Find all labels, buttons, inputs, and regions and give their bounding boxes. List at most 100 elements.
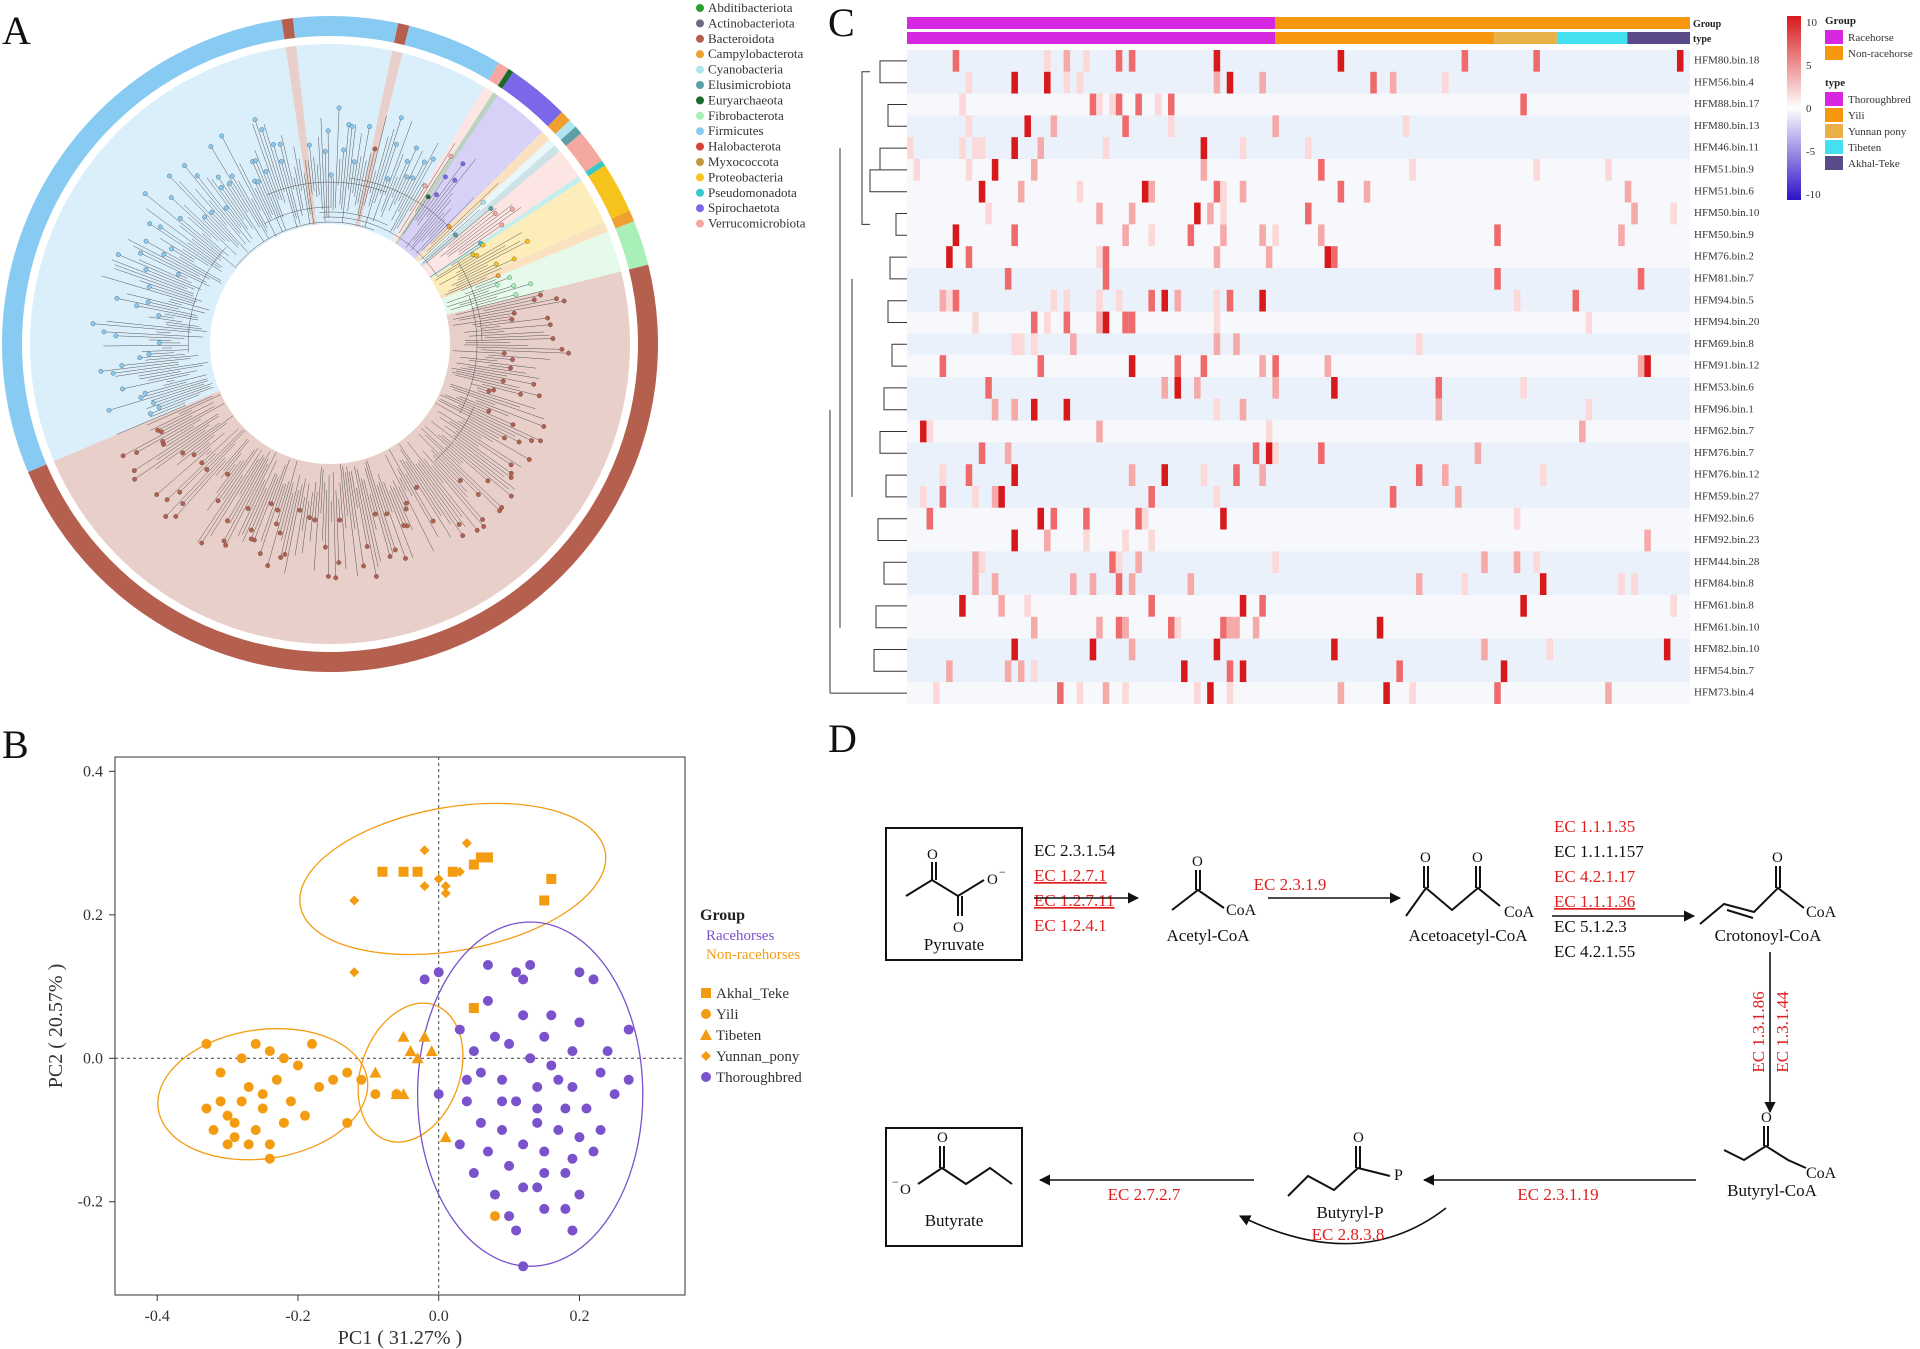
pca-point-yili-5	[257, 1089, 268, 1100]
tree-tip	[199, 540, 205, 546]
heatmap-cell	[1331, 246, 1338, 268]
heatmap-cell	[1213, 246, 1221, 268]
pca-point-thoroughbred-27	[623, 1074, 634, 1085]
pca-point-yunnan_pony-6	[349, 895, 360, 906]
heatmap-cell	[1044, 50, 1051, 72]
pca-point-thoroughbred-2	[482, 960, 493, 971]
heatmap-row-bg-6	[907, 180, 1690, 203]
tree-tip	[394, 142, 399, 147]
heatmap-cell	[1513, 507, 1521, 530]
heatmap-cell	[1030, 616, 1038, 639]
heatmap-row-label-3: HFM80.bin.13	[1694, 120, 1760, 132]
pca-ellipse-0	[299, 802, 607, 956]
pca-point-yili-1	[215, 1096, 226, 1107]
pca-point-tibeten-4	[369, 1066, 382, 1078]
colorbar-tick-1: 5	[1806, 60, 1812, 72]
heatmap-cell	[1259, 464, 1266, 486]
tree-tip	[325, 128, 331, 134]
pca-point-akhal_teke-2	[482, 852, 493, 863]
tree-tip	[414, 145, 419, 151]
pca-point-yili-16	[278, 1117, 289, 1128]
pca-plot-frame	[114, 756, 686, 1296]
tree-tip	[120, 453, 126, 459]
legend-dot-8	[696, 127, 704, 136]
group-bar-racehorse	[907, 17, 1276, 29]
legend-dot-3	[696, 50, 704, 59]
tree-tip	[146, 351, 152, 357]
pca-point-thoroughbred-6	[574, 967, 585, 978]
tree-branch-paths	[92, 107, 569, 578]
heatmap-cell	[1331, 377, 1338, 399]
heatmap-cell	[1220, 507, 1227, 530]
heatmap-cell	[1239, 137, 1247, 159]
heatmap-cell	[1135, 507, 1142, 530]
heatmap-cell	[1089, 93, 1097, 116]
type-bar-akhal-teke	[1627, 32, 1690, 44]
heatmap-cell	[972, 311, 979, 334]
pca-point-tibeten-1	[404, 1045, 417, 1057]
heatmap-cell	[1637, 268, 1645, 290]
heatmap-cell	[1148, 486, 1155, 508]
heatmap-row-bg-21	[907, 507, 1690, 530]
tree-tip	[90, 321, 96, 327]
tree-tip	[364, 544, 370, 549]
tree-tip	[336, 560, 342, 565]
tree-tip	[531, 381, 537, 387]
pca-point-yili-34	[490, 1211, 500, 1222]
heatmap-cell	[1174, 355, 1182, 377]
pca-point-thoroughbred-25	[567, 1081, 578, 1092]
heatmap-cell	[1213, 333, 1221, 356]
tree-tip	[401, 523, 407, 528]
tree-tip	[147, 411, 153, 417]
heatmap-cell	[1128, 311, 1136, 334]
ring-segment-5	[488, 62, 509, 86]
heatmap-annotation-bars	[907, 17, 1690, 44]
tree-tip	[169, 246, 174, 252]
heatmap-type-label-4: Akhal-Teke	[1848, 158, 1900, 170]
pca-point-thoroughbred-33	[609, 1089, 620, 1100]
heatmap-cell	[1318, 442, 1325, 465]
ec-step1-item-3: EC 1.2.4.1	[1034, 916, 1107, 935]
tree-tip	[422, 183, 428, 189]
heatmap-row-label-27: HFM82.bin.10	[1694, 643, 1760, 655]
heatmap-cell	[1631, 202, 1638, 225]
heatmap-cell	[1194, 377, 1201, 399]
tree-tip	[98, 368, 104, 374]
heatmap-row-bg-9	[907, 246, 1690, 268]
heatmap-cell	[1096, 93, 1103, 116]
heatmap-cell	[1011, 71, 1018, 94]
heatmap-cell	[1174, 377, 1182, 399]
heatmap-cell	[1644, 355, 1651, 377]
legend-label-12: Pseudomonadota	[708, 185, 797, 200]
tree-tip	[155, 427, 161, 433]
heatmap-type-swatch-4	[1825, 156, 1843, 170]
acetoacetylcoa-oxygen-2: O	[1472, 850, 1483, 866]
pyruvate-charge: −	[999, 865, 1006, 879]
heatmap-cell	[1318, 159, 1325, 181]
pca-point-yili-24	[257, 1103, 268, 1114]
tree-tip	[137, 355, 143, 360]
heatmap-cell	[939, 289, 947, 312]
tree-tip	[387, 554, 393, 559]
pca-point-thoroughbred-60	[497, 1096, 508, 1107]
tree-tip	[156, 404, 162, 410]
legend-dot-5	[696, 81, 704, 89]
tree-tip	[470, 252, 476, 258]
tree-tip	[154, 492, 160, 497]
heatmap-row-bg-10	[907, 268, 1690, 290]
pca-legend-marker-1	[701, 1009, 711, 1019]
tree-tip	[410, 175, 416, 181]
tree-tip	[142, 390, 148, 396]
crotonoylcoa-structure	[1699, 866, 1805, 925]
heatmap-cell	[1168, 115, 1175, 138]
heatmap-row-bg-8	[907, 224, 1690, 247]
legend-dot-14	[696, 219, 704, 228]
heatmap-cell	[1168, 93, 1175, 116]
butyrate-oxygen: O	[937, 1130, 948, 1146]
heatmap-type-label-1: Yili	[1848, 110, 1865, 122]
heatmap-cell	[1115, 551, 1123, 574]
heatmap-cell	[1252, 616, 1260, 639]
heatmap-cell	[1618, 573, 1625, 595]
heatmap-row-label-19: HFM76.bin.12	[1694, 469, 1759, 481]
tree-tip	[277, 530, 283, 536]
